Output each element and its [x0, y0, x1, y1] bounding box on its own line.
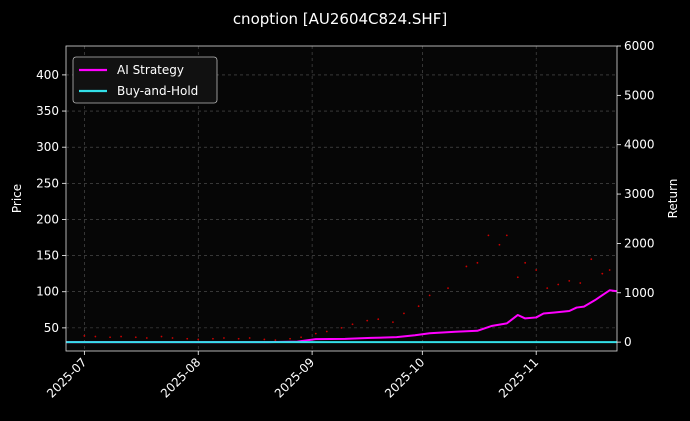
price-point: [325, 330, 328, 333]
price-point: [447, 287, 449, 290]
price-point: [134, 336, 137, 339]
price-point: [314, 332, 317, 335]
price-point: [197, 338, 200, 341]
y-left-tick-label: 300: [36, 140, 59, 154]
price-point: [535, 269, 538, 271]
legend-entry: Buy-and-Hold: [117, 84, 198, 98]
price-point: [465, 265, 468, 268]
price-point: [186, 337, 189, 340]
y-axis-right-label: Return: [666, 179, 680, 219]
legend-entry: AI Strategy: [117, 63, 184, 77]
y-left-tick-label: 50: [44, 321, 59, 335]
price-point: [300, 336, 302, 339]
grid: [66, 46, 617, 351]
y-right-tick-label: 3000: [624, 187, 655, 201]
y-axis-left: 50 100 150 200 250 300 350 400: [36, 68, 66, 335]
price-point: [351, 323, 354, 326]
x-tick-label: 2025-10: [382, 355, 427, 400]
x-axis: 2025-07 2025-08 2025-09 2025-10 2025-11: [44, 351, 541, 401]
price-point: [274, 339, 277, 342]
plot-frame: [65, 45, 618, 352]
price-point: [366, 319, 369, 322]
x-tick-label: 2025-11: [496, 355, 541, 400]
y-right-tick-label: 0: [624, 335, 632, 349]
x-tick-label: 2025-07: [44, 355, 89, 400]
price-point: [94, 335, 97, 338]
price-point: [568, 279, 571, 282]
price-point: [237, 337, 240, 340]
price-point: [546, 287, 549, 290]
price-point: [608, 269, 611, 271]
y-axis-right: 0 1000 2000 3000 4000 5000 6000: [617, 39, 655, 349]
price-point: [516, 276, 519, 279]
price-point: [377, 318, 380, 321]
y-left-tick-label: 350: [36, 104, 59, 118]
price-point: [505, 234, 508, 237]
price-point: [145, 337, 148, 339]
price-point: [428, 294, 431, 297]
y-left-tick-label: 250: [36, 176, 59, 190]
series-line-ai-strategy: [66, 289, 618, 344]
price-point: [83, 334, 86, 337]
price-point: [160, 335, 163, 338]
series-lines: [66, 289, 618, 344]
legend-box: [72, 56, 218, 104]
x-tick-label: 2025-09: [272, 355, 317, 400]
x-tick-label: 2025-08: [158, 355, 203, 400]
price-point: [109, 336, 111, 339]
price-point: [601, 272, 604, 275]
price-point: [340, 326, 343, 329]
y-left-tick-label: 100: [36, 285, 59, 299]
price-point: [417, 305, 420, 308]
price-point: [524, 261, 527, 264]
price-point: [590, 258, 593, 261]
price-point: [248, 337, 251, 339]
price-point: [476, 261, 479, 264]
y-right-tick-label: 4000: [624, 138, 655, 152]
price-point: [498, 243, 501, 246]
price-point: [120, 335, 122, 338]
chart-title: cnoption [AU2604C824.SHF]: [233, 10, 447, 28]
y-right-tick-label: 6000: [624, 39, 655, 53]
y-left-tick-label: 400: [36, 68, 59, 82]
y-right-tick-label: 1000: [624, 286, 655, 300]
price-point: [557, 283, 560, 286]
price-point: [392, 321, 394, 323]
legend: AI Strategy Buy-and-Hold: [72, 56, 218, 104]
price-scatter: [83, 234, 611, 342]
y-left-tick-label: 200: [36, 212, 59, 226]
price-point: [171, 337, 174, 339]
y-axis-left-label: Price: [10, 184, 24, 213]
price-point: [403, 312, 405, 315]
price-point: [263, 338, 266, 341]
price-point: [223, 337, 225, 339]
price-point: [212, 337, 214, 340]
price-point: [487, 234, 490, 237]
price-point: [289, 337, 291, 340]
y-right-tick-label: 2000: [624, 236, 655, 250]
price-point: [579, 282, 582, 284]
y-right-tick-label: 5000: [624, 88, 655, 102]
y-left-tick-label: 150: [36, 249, 59, 263]
